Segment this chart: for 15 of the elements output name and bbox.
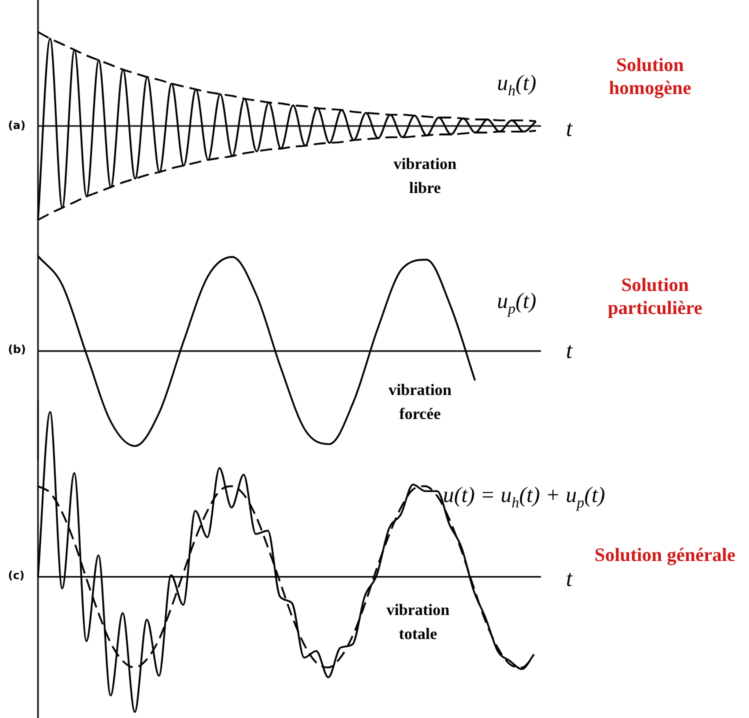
x-axis-title: t <box>566 338 572 364</box>
series-label: u$_{p}$(t) <box>497 288 536 318</box>
annotation: (b) <box>8 343 26 356</box>
annotation: vibration libre <box>392 155 458 199</box>
text: (a) <box>8 119 26 132</box>
annotation: vibration forcée <box>387 381 453 425</box>
annotation: vibration totale <box>385 601 451 645</box>
series-label: u$_{h}$(t) <box>497 70 536 100</box>
text: Solution particulière <box>606 274 704 320</box>
x-axis-title: t <box>566 116 572 142</box>
series-label: u(t) = u$_{h}$(t) + u$_{p}$(t) <box>443 482 606 512</box>
text: Solution générale <box>594 544 736 567</box>
text: (c) <box>8 569 25 582</box>
text: Solution homogène <box>608 54 692 100</box>
x-axis-title: t <box>566 566 572 592</box>
